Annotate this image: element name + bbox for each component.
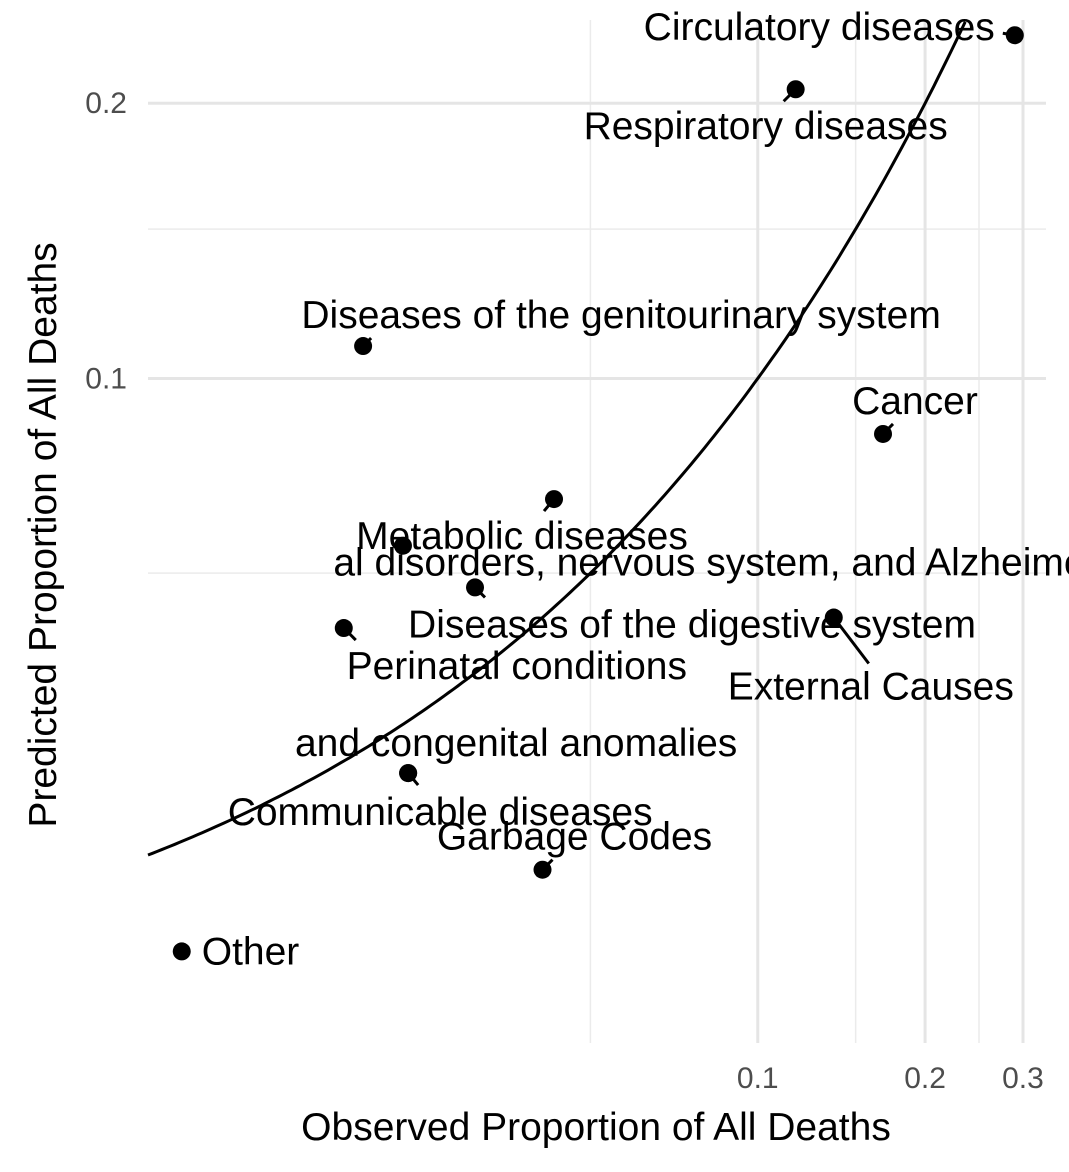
point-label: Diseases of the digestive system: [408, 603, 976, 646]
data-points: [172, 26, 1024, 961]
point-label: Diseases of the genitourinary system: [301, 294, 940, 337]
data-point: [172, 942, 191, 961]
reference-line-group: [147, 21, 967, 857]
y-axis-title: Predicted Proportion of All Deaths: [22, 242, 65, 827]
y-tick-label: 0.2: [85, 87, 127, 120]
data-point: [545, 490, 564, 509]
data-point: [354, 337, 373, 356]
point-label: Communicable diseases: [228, 791, 653, 834]
data-point: [824, 608, 843, 627]
x-axis-ticks: 0.1 0.2 0.3: [737, 1062, 1044, 1095]
data-point: [786, 80, 805, 99]
x-tick-label: 0.2: [904, 1062, 946, 1095]
y-axis-ticks: 0.1 0.2: [85, 87, 127, 395]
grid-minor: [148, 20, 1046, 1043]
point-label: Circulatory diseases: [644, 6, 995, 49]
x-tick-label: 0.1: [737, 1062, 779, 1095]
point-label: External Causes: [728, 666, 1014, 709]
data-point: [399, 764, 418, 783]
label-leader: [832, 616, 870, 665]
point-label: Perinatal conditions: [347, 645, 687, 688]
data-point: [466, 578, 485, 597]
point-label: Metabolic diseases: [356, 515, 688, 558]
grid-major: [148, 20, 1046, 1043]
data-point: [1005, 26, 1024, 45]
point-label: Respiratory diseases: [584, 105, 948, 148]
data-point: [334, 619, 353, 638]
point-label: Garbage Codes: [437, 816, 712, 859]
y-tick-label: 0.1: [85, 362, 127, 395]
reference-line: [147, 21, 967, 857]
data-point: [393, 536, 412, 555]
point-label: al disorders, nervous system, and Alzhei…: [333, 542, 1069, 585]
point-labels: Circulatory diseases Respiratory diseases…: [202, 6, 1069, 973]
data-point: [533, 860, 552, 879]
point-label: Cancer: [852, 380, 978, 423]
point-label: and congenital anomalies: [295, 722, 737, 765]
data-point: [874, 424, 893, 443]
x-tick-label: 0.3: [1002, 1062, 1044, 1095]
x-axis-title: Observed Proportion of All Deaths: [301, 1106, 891, 1149]
point-label: Other: [202, 930, 300, 973]
